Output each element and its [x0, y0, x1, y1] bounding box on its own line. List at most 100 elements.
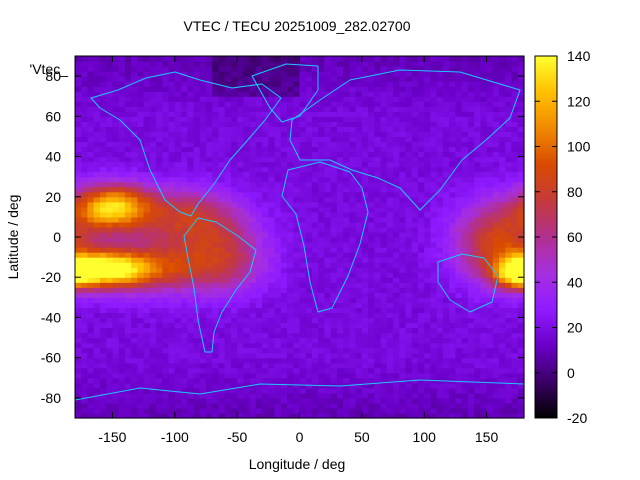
heatmap-cell [187, 307, 195, 314]
heatmap-cell [199, 282, 207, 288]
heatmap-cell [106, 272, 114, 278]
heatmap-cell [280, 297, 288, 303]
heatmap-cell [287, 392, 294, 399]
heatmap-cell [131, 86, 138, 92]
heatmap-cell [336, 66, 344, 72]
heatmap-cell [243, 106, 251, 112]
heatmap-cell [474, 111, 481, 117]
heatmap-cell [486, 327, 494, 334]
heatmap-cell [249, 287, 257, 293]
heatmap-cell [393, 267, 400, 273]
heatmap-cell [212, 136, 220, 143]
heatmap-cell [411, 101, 419, 107]
heatmap-cell [417, 412, 425, 419]
heatmap-cell [293, 397, 301, 404]
heatmap-cell [368, 287, 375, 293]
heatmap-cell [305, 392, 313, 399]
heatmap-cell [156, 196, 163, 203]
heatmap-cell [224, 377, 232, 384]
heatmap-cell [268, 382, 276, 389]
heatmap-cell [212, 66, 220, 72]
heatmap-cell [399, 86, 407, 92]
heatmap-cell [461, 337, 469, 344]
heatmap-cell [311, 277, 319, 283]
heatmap-cell [486, 176, 494, 183]
heatmap-cell [131, 206, 138, 213]
heatmap-cell [424, 357, 432, 364]
heatmap-cell [118, 131, 126, 138]
heatmap-cell [137, 166, 145, 173]
heatmap-cell [442, 191, 450, 198]
heatmap-cell [81, 252, 89, 258]
heatmap-cell [81, 302, 89, 308]
heatmap-cell [230, 71, 238, 77]
heatmap-cell [311, 231, 319, 238]
heatmap-cell [87, 347, 95, 354]
heatmap-cell [112, 237, 120, 243]
heatmap-cell [436, 382, 444, 389]
heatmap-cell [174, 71, 182, 77]
heatmap-cell [193, 231, 201, 238]
heatmap-cell [480, 201, 488, 208]
heatmap-cell [174, 397, 182, 404]
heatmap-cell [224, 402, 232, 409]
heatmap-cell [87, 277, 95, 283]
heatmap-cell [162, 357, 170, 364]
heatmap-cell [330, 116, 338, 122]
heatmap-cell [343, 362, 350, 369]
heatmap-cell [124, 131, 132, 138]
heatmap-cell [124, 302, 132, 308]
heatmap-cell [417, 397, 425, 404]
heatmap-cell [455, 221, 463, 228]
heatmap-cell [442, 252, 450, 258]
heatmap-cell [374, 176, 382, 183]
heatmap-cell [237, 257, 244, 263]
heatmap-cell [449, 176, 457, 183]
heatmap-cell [480, 297, 488, 303]
heatmap-cell [505, 402, 513, 409]
heatmap-cell [449, 111, 457, 117]
heatmap-cell [87, 387, 95, 394]
heatmap-cell [361, 237, 369, 243]
heatmap-cell [168, 397, 176, 404]
heatmap-cell [149, 201, 157, 208]
heatmap-cell [205, 362, 213, 369]
heatmap-cell [486, 231, 494, 238]
heatmap-cells [75, 56, 525, 419]
heatmap-cell [442, 322, 450, 329]
heatmap-cell [212, 237, 220, 243]
heatmap-cell [393, 347, 400, 354]
heatmap-cell [411, 231, 419, 238]
heatmap-cell [168, 66, 176, 72]
heatmap-cell [106, 176, 114, 183]
heatmap-cell [143, 312, 151, 319]
heatmap-cell [361, 377, 369, 384]
heatmap-cell [81, 66, 89, 72]
heatmap-cell [330, 101, 338, 107]
heatmap-cell [442, 81, 450, 87]
heatmap-cell [187, 352, 195, 359]
heatmap-cell [274, 307, 282, 314]
heatmap-cell [393, 211, 400, 218]
heatmap-cell [187, 332, 195, 339]
heatmap-cell [430, 337, 438, 344]
heatmap-cell [311, 141, 319, 148]
heatmap-cell [137, 121, 145, 127]
heatmap-cell [467, 262, 475, 268]
heatmap-cell [355, 96, 363, 102]
heatmap-cell [349, 372, 357, 379]
heatmap-cell [499, 186, 506, 193]
heatmap-cell [230, 337, 238, 344]
heatmap-cell [461, 216, 469, 223]
heatmap-cell [81, 181, 89, 188]
heatmap-cell [486, 397, 494, 404]
heatmap-cell [249, 392, 257, 399]
heatmap-cell [255, 56, 263, 62]
heatmap-cell [149, 81, 157, 87]
heatmap-cell [93, 161, 101, 168]
heatmap-cell [380, 181, 388, 188]
heatmap-cell [299, 66, 307, 72]
heatmap-cell [224, 96, 232, 102]
heatmap-cell [424, 141, 432, 148]
heatmap-cell [436, 56, 444, 62]
